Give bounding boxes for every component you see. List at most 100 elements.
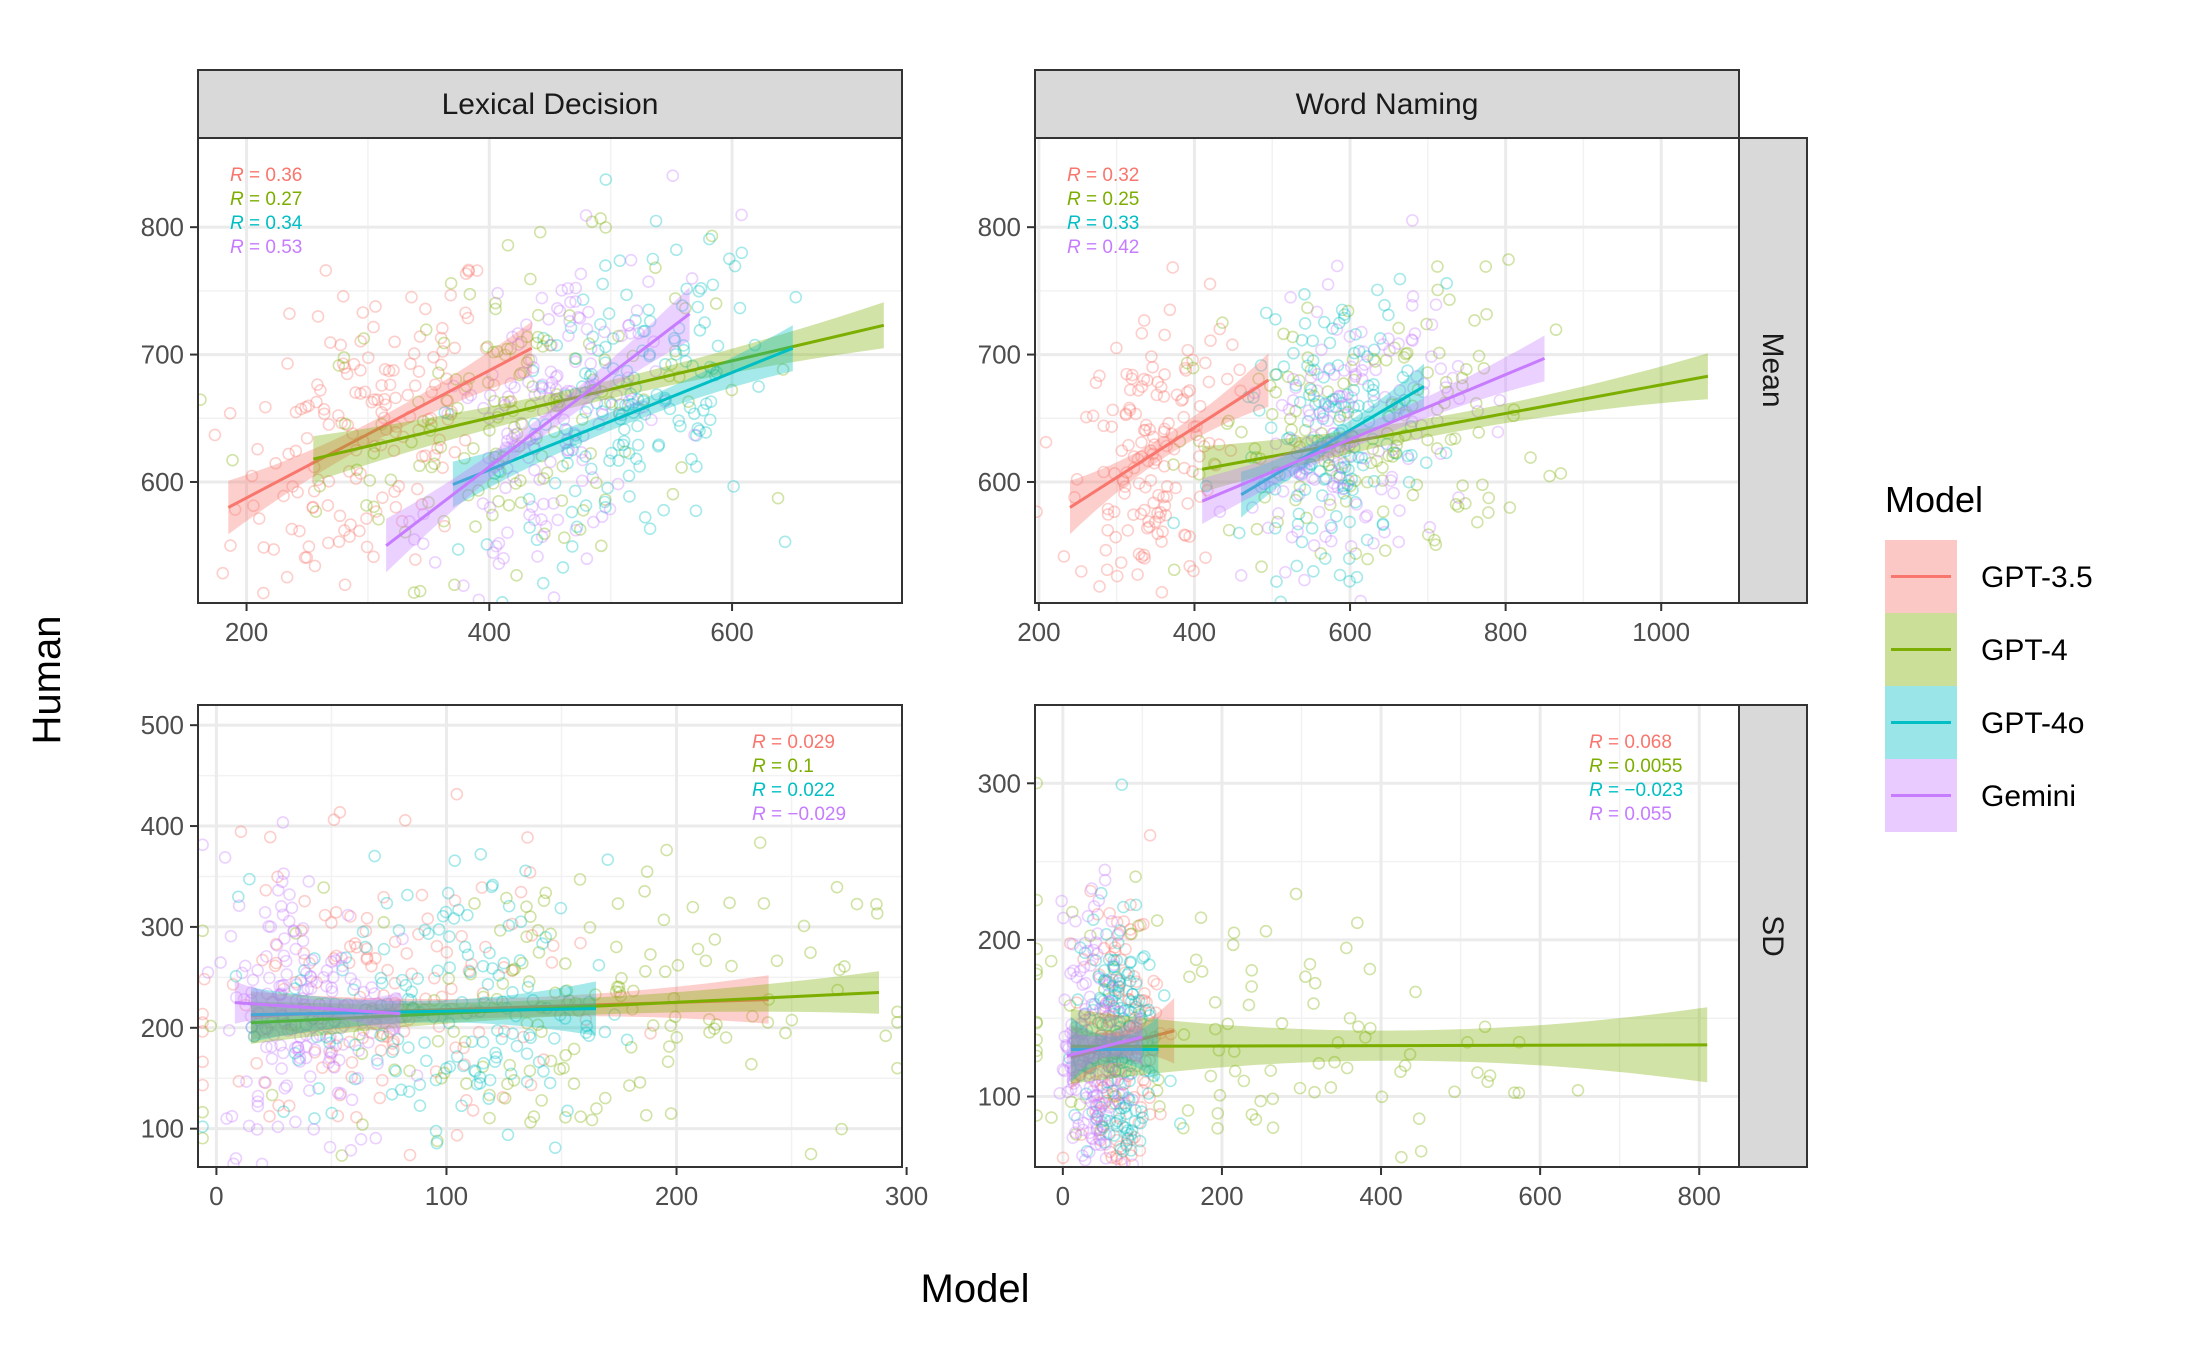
data-point-gpt-4	[1220, 417, 1234, 430]
data-point-gpt-4	[626, 349, 640, 363]
data-point-gemini	[1073, 964, 1087, 978]
data-point-gpt-3-5	[397, 1024, 411, 1038]
data-point-gpt-3-5	[1213, 322, 1227, 336]
data-point-gpt-3-5	[465, 957, 478, 971]
data-point-gpt-3-5	[1112, 927, 1125, 941]
data-point-gpt-3-5	[1151, 527, 1165, 541]
data-point-gpt-3-5	[1085, 1022, 1099, 1035]
data-point-gpt-4o	[1393, 272, 1407, 286]
data-point-gpt-4o	[1292, 507, 1306, 521]
data-point-gpt-3-5	[1193, 490, 1207, 504]
data-point-gpt-3-5	[377, 890, 390, 904]
data-point-gpt-4	[1508, 1086, 1521, 1099]
data-point-gpt-4	[532, 946, 546, 959]
data-point-gpt-4o	[1402, 475, 1416, 489]
data-point-gpt-4o	[1312, 395, 1326, 408]
data-point-gpt-4	[658, 965, 672, 978]
data-point-gpt-4	[1363, 1021, 1377, 1035]
fit-line-gemini	[1201, 357, 1546, 503]
data-point-gpt-3-5	[376, 1030, 389, 1043]
data-point-gpt-3-5	[1150, 388, 1164, 402]
data-point-gpt-4o	[1367, 389, 1380, 402]
data-point-gpt-4	[512, 439, 526, 453]
data-point-gpt-4o	[592, 958, 606, 972]
data-point-gemini	[531, 550, 544, 563]
data-point-gpt-4o	[1138, 950, 1151, 963]
data-point-gpt-3-5	[505, 917, 519, 931]
data-point-gpt-4o	[1371, 283, 1384, 297]
data-point-gpt-3-5	[1119, 408, 1133, 422]
data-point-gpt-3-5	[311, 378, 324, 391]
data-point-gpt-4	[524, 910, 537, 923]
data-point-gpt-4	[1348, 474, 1362, 488]
data-point-gpt-4o	[1109, 1065, 1122, 1079]
data-point-gpt-4o	[1323, 362, 1336, 375]
data-point-gpt-4o	[1376, 517, 1390, 531]
data-point-gemini	[1355, 325, 1368, 339]
data-point-gpt-4	[1350, 916, 1364, 930]
data-point-gpt-4o	[559, 422, 572, 436]
data-point-gpt-4o	[1378, 298, 1391, 312]
data-point-gpt-4	[1346, 353, 1360, 367]
data-point-gpt-4	[524, 272, 537, 286]
data-point-gpt-4o	[585, 367, 598, 381]
data-point-gpt-4o	[692, 284, 706, 298]
data-point-gpt-4	[1422, 528, 1435, 541]
data-point-gpt-4	[1289, 493, 1302, 507]
data-point-gpt-4	[476, 990, 490, 1004]
data-point-gpt-3-5	[1117, 1096, 1131, 1110]
data-point-gemini	[1064, 967, 1077, 980]
correlation-label-gemini: R = 0.53	[230, 237, 302, 258]
data-point-gpt-4	[1323, 498, 1337, 512]
data-point-gpt-4o	[1134, 1116, 1147, 1130]
data-point-gemini	[1298, 573, 1311, 587]
data-point-gpt-4	[1063, 999, 1077, 1012]
data-point-gpt-4	[830, 880, 844, 894]
strip-label-mean: Mean	[1756, 332, 1789, 407]
data-point-gpt-4o	[1100, 1086, 1114, 1099]
data-point-gpt-4	[1312, 1056, 1326, 1070]
data-point-gpt-4o	[1259, 306, 1273, 320]
data-point-gemini	[276, 1046, 290, 1060]
data-point-gpt-3-5	[1113, 1140, 1126, 1153]
data-point-gpt-4	[487, 345, 500, 359]
data-point-gpt-4	[1265, 408, 1279, 421]
data-point-gpt-4o	[523, 521, 536, 534]
data-point-gemini	[1112, 1064, 1125, 1077]
data-point-gpt-3-5	[1178, 528, 1191, 542]
data-point-gpt-4	[1472, 349, 1486, 363]
data-point-gpt-4	[1386, 450, 1399, 463]
fit-line-gpt-4	[250, 990, 880, 1025]
data-point-gemini	[1090, 947, 1104, 961]
data-point-gemini	[1330, 259, 1344, 273]
data-point-gemini	[287, 924, 300, 937]
data-point-gemini	[1098, 863, 1112, 877]
data-point-gemini	[1319, 530, 1332, 543]
data-point-gpt-3-5	[1089, 1105, 1102, 1119]
data-point-gpt-4	[537, 472, 550, 485]
data-point-gpt-3-5	[367, 550, 380, 564]
data-point-gpt-3-5	[383, 378, 397, 392]
data-point-gpt-4	[544, 927, 557, 941]
data-point-gpt-3-5	[387, 1034, 400, 1048]
data-point-gpt-4o	[638, 511, 652, 524]
data-point-gemini	[1385, 470, 1399, 484]
data-point-gpt-4o	[1122, 966, 1136, 980]
data-point-gemini	[1095, 1031, 1108, 1045]
data-point-gpt-3-5	[383, 1025, 396, 1038]
data-point-gemini	[1344, 540, 1358, 553]
data-point-gpt-4o	[1112, 1028, 1125, 1041]
data-point-gpt-3-5	[332, 409, 345, 422]
data-point-gpt-3-5	[300, 431, 314, 445]
data-point-gpt-4o	[391, 1032, 405, 1046]
data-point-gpt-4	[522, 353, 536, 367]
data-point-gemini	[1321, 278, 1335, 291]
data-point-gemini	[304, 969, 317, 983]
data-point-gpt-4	[1394, 1065, 1407, 1079]
data-point-gemini	[1291, 525, 1304, 538]
data-point-gpt-4o	[451, 543, 465, 556]
data-point-gemini	[242, 1119, 256, 1133]
data-point-gpt-4o	[1086, 1003, 1100, 1017]
